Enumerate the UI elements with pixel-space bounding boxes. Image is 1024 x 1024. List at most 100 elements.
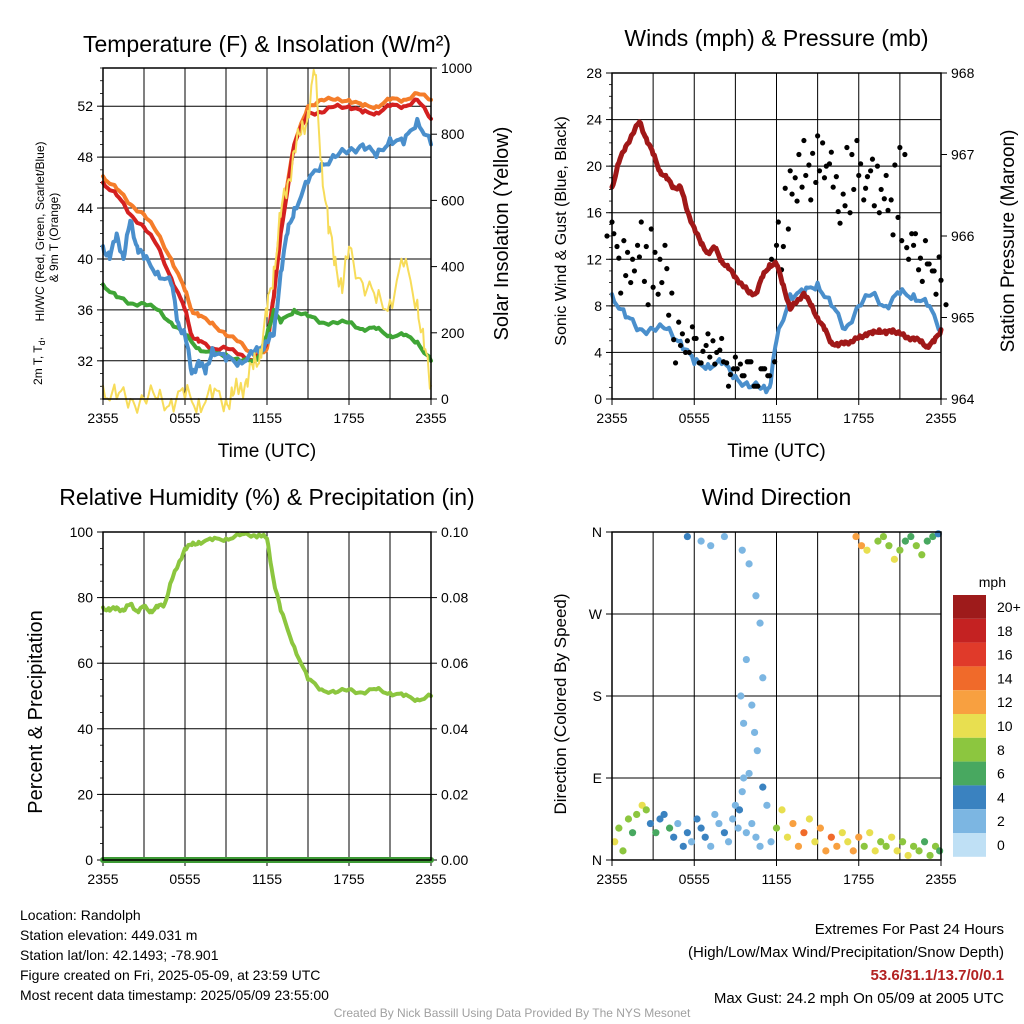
y-tick-label: 24 xyxy=(586,112,602,128)
gust-point xyxy=(659,279,665,286)
wind-direction-point xyxy=(683,532,691,541)
x-tick-label: 0555 xyxy=(169,410,200,426)
y-axis-label: Sonic Wind & Gust (Blue, Black) xyxy=(553,116,570,345)
wind-direction-point xyxy=(759,674,767,682)
y2-tick-label: 400 xyxy=(441,259,465,275)
wind-direction-point xyxy=(687,838,696,846)
y-tick-label: 20 xyxy=(77,786,93,802)
colorbar-swatch xyxy=(953,595,986,619)
chart-title-2: Relative Humidity (%) & Precipitation (i… xyxy=(59,484,474,510)
gust-point xyxy=(810,150,816,156)
gust-point xyxy=(833,174,839,180)
wind-direction-point xyxy=(882,842,890,850)
wind-direction-point xyxy=(874,537,882,545)
gust-point xyxy=(847,210,853,216)
gust-point xyxy=(652,249,658,255)
x-tick-label: 2355 xyxy=(596,871,627,887)
gust-point xyxy=(689,324,695,330)
gust-point xyxy=(618,290,624,296)
colorbar-label: 10 xyxy=(997,718,1013,734)
x-tick-label: 2355 xyxy=(925,410,956,426)
wind-direction-point xyxy=(907,532,915,541)
gust-point xyxy=(933,291,939,297)
y2-tick-label: 0.10 xyxy=(441,524,468,540)
wind-direction-point xyxy=(752,592,760,600)
gust-point xyxy=(737,361,743,367)
gust-point xyxy=(686,349,692,356)
gust-point xyxy=(727,371,733,378)
gust-point xyxy=(803,172,809,179)
wind-direction-point xyxy=(740,719,748,727)
y-axis-label: Percent & Precipitation xyxy=(25,610,47,813)
gust-point xyxy=(863,185,869,191)
wind-direction-point xyxy=(759,783,767,791)
wind-direction-point xyxy=(926,851,934,860)
wind-direction-point xyxy=(896,546,904,554)
y-axis-label: HI/WC (Red, Green, Scarlet/Blue) xyxy=(33,141,47,321)
x-tick-label: 2355 xyxy=(415,410,446,426)
y2-tick-label: 0.04 xyxy=(441,721,468,737)
colorbar-title: mph xyxy=(979,574,1006,590)
y-tick-label: 28 xyxy=(586,65,602,81)
wind-direction-point xyxy=(904,851,912,860)
colorbar-label: 6 xyxy=(997,766,1005,782)
wind-direction-point xyxy=(674,819,682,828)
wind-direction-point xyxy=(679,842,687,850)
gust-point xyxy=(762,366,768,372)
gust-point xyxy=(792,175,798,181)
gust-point xyxy=(931,268,937,274)
colorbar-swatch xyxy=(953,690,986,714)
gust-point xyxy=(789,191,795,197)
x-tick-label: 0555 xyxy=(169,871,200,887)
gust-point xyxy=(768,256,775,262)
y2-tick-label: 0.02 xyxy=(441,786,468,802)
gust-point xyxy=(773,242,780,248)
colorbar-swatch xyxy=(953,618,986,643)
wind-direction-point xyxy=(888,833,896,841)
colorbar-label: 20+ xyxy=(997,599,1021,615)
wind-direction-point xyxy=(665,824,674,832)
wind-direction-point xyxy=(863,546,871,554)
gust-point xyxy=(868,168,874,174)
solar-line xyxy=(102,68,432,414)
gust-point xyxy=(628,279,634,286)
gust-point xyxy=(748,359,754,365)
gust-point xyxy=(899,238,905,244)
y2-axis-label: Station Pressure (Maroon) xyxy=(998,130,1019,353)
gust-point xyxy=(799,184,805,190)
gust-point xyxy=(851,186,857,193)
y-tick-label: W xyxy=(589,606,603,622)
chart-title-0: Temperature (F) & Insolation (W/m²) xyxy=(83,31,451,57)
colorbar-label: 2 xyxy=(997,813,1005,829)
wind-direction-point xyxy=(701,833,709,841)
y-tick-label: 40 xyxy=(77,251,93,267)
wind-direction-point xyxy=(670,833,678,841)
gust-point xyxy=(672,360,679,366)
gust-point xyxy=(883,172,889,179)
x-tick-label: 0555 xyxy=(679,410,710,426)
gust-point xyxy=(813,179,819,186)
y-tick-label: 52 xyxy=(77,98,93,114)
gust-point xyxy=(720,359,727,365)
wind-direction-point xyxy=(619,847,627,855)
wind-direction-point xyxy=(877,838,885,846)
gust-point xyxy=(912,231,919,237)
y-tick-label: 0 xyxy=(594,391,602,407)
wind-direction-point xyxy=(660,810,668,819)
gust-point xyxy=(604,233,610,239)
gust-point xyxy=(909,231,915,237)
gust-point xyxy=(910,242,917,248)
gust-point xyxy=(629,256,636,262)
x-tick-label: 1155 xyxy=(761,410,791,426)
gust-point xyxy=(892,162,898,168)
plot-frame xyxy=(102,531,432,861)
wind-direction-point xyxy=(860,842,868,850)
gust-point xyxy=(785,226,791,232)
y-axis-label: & 9m T (Orange) xyxy=(47,193,61,283)
gust-point xyxy=(820,140,826,146)
gust-point xyxy=(645,302,651,308)
x-tick-label: 1155 xyxy=(252,410,282,426)
wind-direction-point xyxy=(748,819,756,828)
gust-point xyxy=(881,196,887,202)
wind-direction-point xyxy=(633,810,641,819)
